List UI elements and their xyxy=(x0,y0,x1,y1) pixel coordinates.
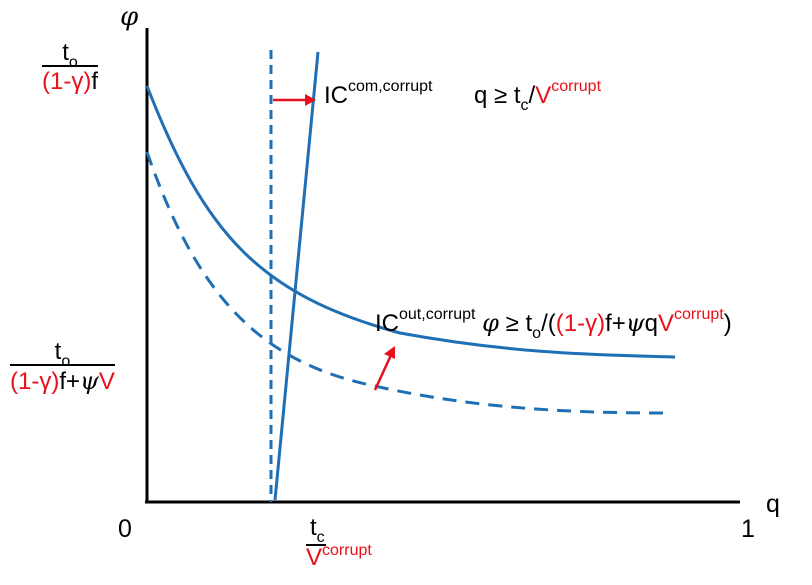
ic-com-label: ICcom,corrupt xyxy=(324,79,432,109)
shift-arrow-diagonal xyxy=(373,354,393,391)
ic-out-red-gamma: (1-γ) xyxy=(555,310,606,337)
ic-out-sub: o xyxy=(532,325,542,342)
ic-out-name-sup: out,corrupt xyxy=(399,306,476,323)
y-tick-top-numerator-sub: o xyxy=(68,54,78,71)
y-tick-top-den-rest: f xyxy=(91,68,98,95)
y-tick-bottom-den-v: V xyxy=(98,368,115,395)
x-end-label: 1 xyxy=(741,515,755,543)
x-tick-fraction: tc Vcorrupt xyxy=(306,516,372,570)
y-tick-bottom-den-mid: f+ xyxy=(59,368,81,395)
ic-com-name: IC xyxy=(324,82,348,109)
y-tick-bottom-den-psi: ψ xyxy=(80,367,99,395)
ic-out-slash-open: /( xyxy=(541,310,556,337)
ic-com-cond-q: q ≥ t xyxy=(474,82,521,109)
ic-out-psi: ψ xyxy=(625,309,645,337)
x-axis-label: q xyxy=(766,490,780,518)
y-tick-bottom-den-red: (1-γ) xyxy=(10,368,60,395)
shift-arrow-diagonal-head xyxy=(384,346,395,359)
ic-com-cond-sup: corrupt xyxy=(551,78,602,95)
ic-out-phi: φ xyxy=(482,309,499,337)
ic-out-f-plus: f+ xyxy=(605,310,626,337)
ic-com-condition: q ≥ tc/Vcorrupt xyxy=(474,79,601,114)
y-axis-label: φ xyxy=(120,2,139,32)
x-tick-den-v: V xyxy=(306,544,323,571)
x-tick-numerator-sub: c xyxy=(316,529,325,546)
y-tick-bottom-numerator-sub: o xyxy=(61,353,71,370)
ic-com-cond-v: V xyxy=(535,82,552,109)
shift-arrow-horizontal-head xyxy=(305,94,316,106)
origin-label: 0 xyxy=(118,515,132,543)
ic-out-close: ) xyxy=(723,310,732,337)
ic-com-cond-slash: / xyxy=(528,82,536,109)
y-tick-top-numerator: t xyxy=(62,39,69,66)
ic-com-name-sup: com,corrupt xyxy=(348,78,433,95)
y-tick-top-den-red: (1-γ) xyxy=(42,68,92,95)
ic-out-label: ICout,corrupt φ ≥ to/((1-γ)f+ψqVcorrupt) xyxy=(375,307,732,342)
ic-out-name: IC xyxy=(375,310,399,337)
x-tick-den-sup: corrupt xyxy=(322,542,372,559)
y-tick-bottom-fraction: to (1-γ)f+ψV xyxy=(10,340,115,394)
ic-out-dashed-curve xyxy=(145,151,671,415)
y-tick-bottom-numerator: t xyxy=(54,338,62,365)
ic-out-v-sup: corrupt xyxy=(673,306,724,323)
ic-out-geq-t: ≥ t xyxy=(498,310,533,337)
y-tick-top-fraction: to (1-γ)f xyxy=(42,41,98,94)
ic-out-solid-curve xyxy=(145,85,676,359)
ic-com-cond-sub: c xyxy=(520,97,529,114)
ic-out-q: q xyxy=(644,310,658,337)
ic-out-v: V xyxy=(657,310,674,337)
ic-com-line xyxy=(273,51,320,501)
x-tick-numerator: t xyxy=(310,514,317,541)
